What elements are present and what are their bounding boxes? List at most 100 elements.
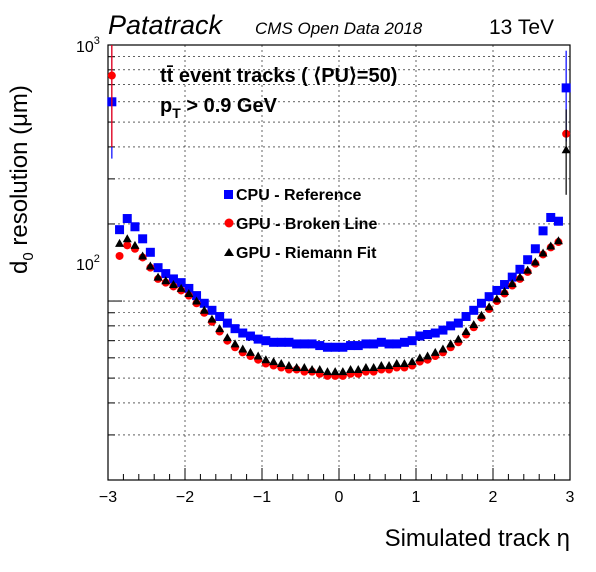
gpu-riemann-fit-point bbox=[500, 286, 510, 295]
gpu-riemann-fit-point bbox=[330, 367, 340, 376]
cpu-reference-point bbox=[199, 298, 209, 308]
chart-subtitle: CMS Open Data 2018 bbox=[255, 19, 423, 38]
gpu-riemann-fit-point bbox=[515, 272, 525, 281]
legend-label-cpu: CPU - Reference bbox=[236, 187, 361, 204]
cpu-reference-point bbox=[353, 341, 363, 351]
cpu-reference-point bbox=[415, 331, 425, 341]
cpu-reference-point bbox=[423, 330, 433, 340]
cpu-reference-point bbox=[145, 247, 155, 257]
cpu-reference-point bbox=[484, 292, 494, 302]
gpu-riemann-fit-point bbox=[238, 344, 248, 353]
cpu-reference-point bbox=[238, 328, 248, 338]
data-points bbox=[107, 45, 571, 380]
gpu-riemann-fit-point bbox=[130, 240, 140, 249]
cpu-reference-point bbox=[476, 298, 486, 308]
cpu-reference-point bbox=[561, 83, 571, 93]
cpu-reference-point bbox=[284, 337, 294, 347]
cpu-reference-point bbox=[515, 264, 525, 274]
gpu-riemann-fit-point bbox=[269, 357, 279, 366]
gpu-riemann-fit-point bbox=[553, 236, 563, 245]
cpu-reference-point bbox=[138, 234, 148, 244]
cpu-reference-point bbox=[230, 324, 240, 334]
gpu-riemann-fit-point bbox=[222, 333, 232, 342]
gpu-riemann-fit-point bbox=[353, 365, 363, 374]
cpu-reference-point bbox=[330, 342, 340, 352]
x-tick-label: 0 bbox=[335, 489, 344, 506]
gpu-riemann-fit-point bbox=[230, 339, 240, 348]
cpu-reference-point bbox=[523, 255, 533, 265]
legend-marker-cpu bbox=[224, 190, 233, 199]
gpu-riemann-fit-point bbox=[530, 257, 540, 266]
cpu-reference-point bbox=[245, 331, 255, 341]
cpu-reference-point bbox=[407, 336, 417, 346]
gpu-riemann-fit-point bbox=[153, 272, 163, 281]
gpu-riemann-fit-point bbox=[253, 351, 263, 360]
cpu-reference-point bbox=[507, 272, 517, 282]
x-tick-label: 1 bbox=[412, 489, 421, 506]
cpu-reference-point bbox=[376, 337, 386, 347]
cpu-reference-point bbox=[161, 269, 171, 279]
plot-area bbox=[107, 44, 571, 481]
gpu-riemann-fit-point bbox=[184, 289, 194, 298]
gpu-riemann-fit-point bbox=[161, 276, 171, 285]
gpu-riemann-fit-point bbox=[392, 359, 402, 368]
cpu-reference-point bbox=[446, 321, 456, 331]
gpu-riemann-fit-point bbox=[561, 145, 571, 154]
legend: CPU - Reference GPU - Broken Line GPU - … bbox=[224, 187, 377, 262]
gpu-riemann-fit-point bbox=[507, 279, 517, 288]
x-axis-label: Simulated track η bbox=[385, 525, 570, 552]
legend-marker-riemann bbox=[224, 248, 234, 256]
cpu-reference-point bbox=[215, 312, 225, 322]
cpu-reference-point bbox=[500, 280, 510, 290]
gpu-riemann-fit-point bbox=[292, 363, 302, 372]
axis-ticks bbox=[107, 44, 571, 481]
cpu-reference-point bbox=[269, 337, 279, 347]
gpu-riemann-fit-point bbox=[338, 367, 348, 376]
cpu-reference-point bbox=[430, 328, 440, 338]
gpu-riemann-fit-point bbox=[176, 283, 186, 292]
annotation-events: tt̄ event tracks ( ⟨PU⟩=50) bbox=[160, 65, 397, 87]
gpu-riemann-fit-point bbox=[284, 361, 294, 370]
cpu-reference-point bbox=[384, 339, 394, 349]
annotation-pt-cut: pT > 0.9 GeV bbox=[160, 95, 278, 121]
gpu-riemann-fit-point bbox=[145, 261, 155, 270]
legend-marker-broken-line bbox=[224, 218, 234, 228]
gpu-riemann-fit-point bbox=[476, 310, 486, 319]
gpu-broken-line-point bbox=[123, 241, 132, 250]
gpu-riemann-fit-point bbox=[407, 357, 417, 366]
cpu-reference-point bbox=[184, 283, 194, 293]
cpu-reference-point bbox=[122, 214, 132, 224]
gpu-riemann-fit-point bbox=[384, 361, 394, 370]
gpu-riemann-fit-point bbox=[245, 347, 255, 356]
cpu-reference-point bbox=[168, 274, 178, 284]
x-tick-label: −2 bbox=[176, 489, 194, 506]
cpu-reference-point bbox=[207, 305, 217, 315]
x-tick-label: 2 bbox=[489, 489, 498, 506]
gpu-riemann-fit-point bbox=[299, 363, 309, 372]
gpu-riemann-fit-point bbox=[546, 241, 556, 250]
gpu-riemann-fit-point bbox=[469, 319, 479, 328]
gpu-riemann-fit-point bbox=[492, 294, 502, 303]
cpu-reference-point bbox=[322, 342, 332, 352]
gpu-riemann-fit-point bbox=[446, 339, 456, 348]
chart-energy: 13 TeV bbox=[489, 16, 554, 39]
gpu-riemann-fit-point bbox=[307, 365, 317, 374]
gpu-riemann-fit-point bbox=[346, 365, 356, 374]
cpu-reference-point bbox=[469, 305, 479, 315]
cpu-reference-point bbox=[338, 342, 348, 352]
cpu-reference-point bbox=[315, 341, 325, 351]
cpu-reference-point bbox=[346, 341, 356, 351]
gpu-riemann-fit-point bbox=[361, 363, 371, 372]
gpu-riemann-fit-point bbox=[461, 327, 471, 336]
cpu-reference-point bbox=[492, 285, 502, 295]
gpu-riemann-fit-point bbox=[369, 363, 379, 372]
gpu-riemann-fit-point bbox=[138, 251, 148, 260]
cpu-reference-point bbox=[222, 318, 232, 328]
gpu-riemann-fit-point bbox=[453, 334, 463, 343]
cpu-reference-point bbox=[299, 339, 309, 349]
gpu-riemann-fit-point bbox=[192, 296, 202, 305]
cpu-reference-point bbox=[399, 337, 409, 347]
cpu-reference-point bbox=[276, 337, 286, 347]
gpu-riemann-fit-point bbox=[430, 347, 440, 356]
cpu-reference-point bbox=[546, 212, 556, 222]
